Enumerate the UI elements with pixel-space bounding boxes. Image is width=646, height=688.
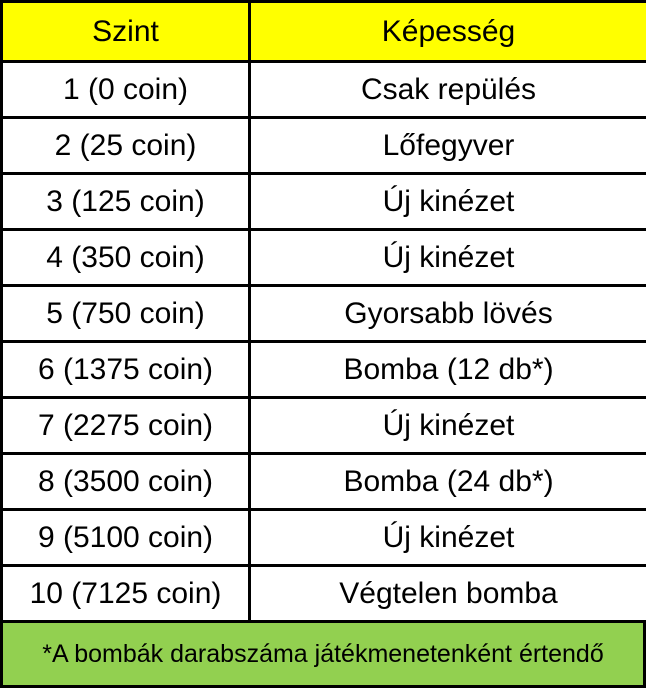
table-row: 10 (7125 coin) Végtelen bomba — [2, 566, 646, 622]
table-row: 6 (1375 coin) Bomba (12 db*) — [2, 342, 646, 398]
level-cell: 4 (350 coin) — [2, 230, 250, 286]
ability-cell: Bomba (12 db*) — [250, 342, 646, 398]
level-cell: 6 (1375 coin) — [2, 342, 250, 398]
level-cell: 3 (125 coin) — [2, 174, 250, 230]
ability-cell: Lőfegyver — [250, 118, 646, 174]
ability-cell: Új kinézet — [250, 230, 646, 286]
level-cell: 2 (25 coin) — [2, 118, 250, 174]
header-level: Szint — [2, 2, 250, 62]
footnote: *A bombák darabszáma játékmenetenként ér… — [0, 623, 646, 688]
ability-cell: Új kinézet — [250, 174, 646, 230]
level-cell: 8 (3500 coin) — [2, 454, 250, 510]
table-row: 3 (125 coin) Új kinézet — [2, 174, 646, 230]
ability-cell: Gyorsabb lövés — [250, 286, 646, 342]
levels-table: Szint Képesség 1 (0 coin) Csak repülés 2… — [0, 0, 646, 623]
ability-cell: Végtelen bomba — [250, 566, 646, 622]
header-ability: Képesség — [250, 2, 646, 62]
ability-cell: Új kinézet — [250, 510, 646, 566]
table-row: 1 (0 coin) Csak repülés — [2, 62, 646, 118]
ability-cell: Bomba (24 db*) — [250, 454, 646, 510]
level-cell: 9 (5100 coin) — [2, 510, 250, 566]
table-row: 7 (2275 coin) Új kinézet — [2, 398, 646, 454]
ability-cell: Új kinézet — [250, 398, 646, 454]
table-row: 2 (25 coin) Lőfegyver — [2, 118, 646, 174]
level-cell: 7 (2275 coin) — [2, 398, 250, 454]
ability-cell: Csak repülés — [250, 62, 646, 118]
table-row: 8 (3500 coin) Bomba (24 db*) — [2, 454, 646, 510]
table-row: 4 (350 coin) Új kinézet — [2, 230, 646, 286]
table-row: 9 (5100 coin) Új kinézet — [2, 510, 646, 566]
level-cell: 5 (750 coin) — [2, 286, 250, 342]
level-cell: 10 (7125 coin) — [2, 566, 250, 622]
header-row: Szint Képesség — [2, 2, 646, 62]
level-cell: 1 (0 coin) — [2, 62, 250, 118]
table-row: 5 (750 coin) Gyorsabb lövés — [2, 286, 646, 342]
